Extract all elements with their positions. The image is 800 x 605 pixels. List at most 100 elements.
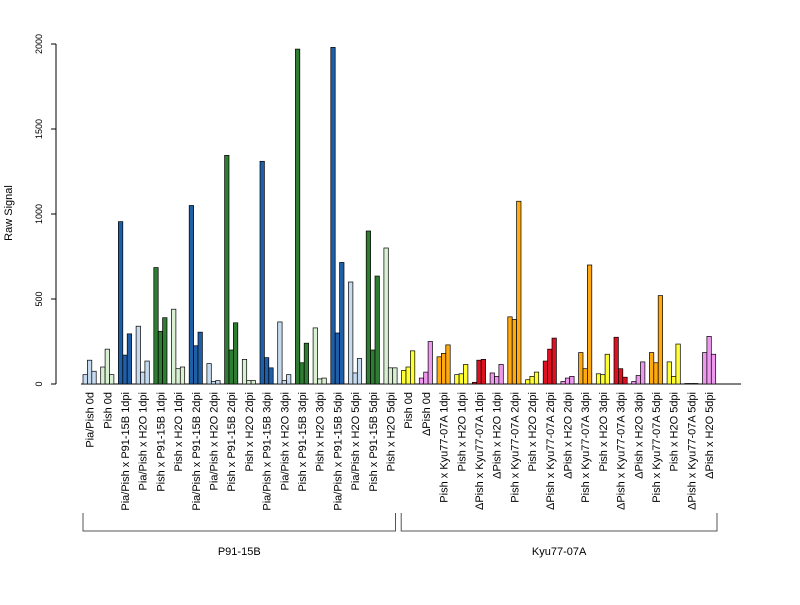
bar	[604, 353, 610, 385]
category-labels: Pia/Pish 0d Pish 0d Pia/Pish x P91-15B 1dp…	[85, 392, 716, 511]
category-label: Pish 0d	[403, 392, 415, 429]
bar	[348, 281, 354, 385]
bar	[635, 375, 641, 385]
bar	[321, 377, 327, 385]
category-label: Pish x H2O 3dpi	[598, 392, 610, 471]
bar	[458, 373, 464, 385]
bar	[401, 370, 407, 385]
bar	[135, 325, 141, 385]
category-label: Pia/Pish x P91-15B 2dpi	[191, 392, 203, 511]
bar	[702, 352, 708, 385]
bar	[91, 370, 97, 385]
group-label: Kyu77-07A	[532, 546, 587, 558]
category-label: Pish x P91-15B 5dpi	[368, 392, 380, 492]
bar	[472, 381, 478, 385]
y-tick-label: 500	[34, 291, 44, 306]
bar	[595, 373, 602, 385]
group-bracket	[82, 513, 396, 532]
y-tick-label: 0	[34, 381, 44, 386]
bar	[241, 359, 248, 385]
bar	[365, 230, 371, 385]
bar	[653, 362, 659, 385]
group-brackets: P91-15B Kyu77-07A	[82, 513, 718, 558]
bar	[582, 368, 588, 385]
bar	[533, 371, 540, 385]
bar	[281, 380, 287, 385]
bar	[693, 383, 699, 385]
bar	[268, 367, 274, 385]
bar	[100, 366, 106, 385]
y-tick-label: 2000	[34, 34, 44, 54]
bar	[122, 354, 128, 385]
bar	[299, 362, 305, 385]
bar	[392, 367, 398, 385]
bar	[706, 336, 712, 385]
category-label: Pish x Kyu77-07A 2dpi	[509, 392, 521, 503]
bar	[317, 378, 323, 385]
bar	[387, 367, 394, 385]
bar	[171, 308, 177, 385]
bar	[622, 376, 628, 385]
category-label: Pia/Pish x H2O 5dpi	[350, 392, 362, 490]
bar	[436, 356, 442, 385]
category-label: ΔPish x Kyu77-07A 5dpi	[686, 392, 698, 510]
bar	[640, 361, 646, 385]
group-label: P91-15B	[218, 546, 261, 558]
category-label: ΔPish x H2O 3dpi	[633, 392, 645, 479]
category-label: Pish x H2O 1dpi	[173, 392, 185, 471]
bar	[228, 349, 234, 385]
bar	[631, 381, 637, 385]
bar	[494, 376, 500, 385]
bar	[675, 343, 681, 385]
category-label: Pia/Pish x P91-15B 1dpi	[120, 392, 132, 511]
bar	[334, 332, 340, 385]
category-label: Pish x H2O 3dpi	[315, 392, 327, 471]
bar	[193, 345, 199, 385]
bars-layer	[82, 47, 717, 385]
bar	[657, 295, 663, 385]
bar	[560, 381, 566, 385]
bar	[206, 363, 212, 385]
bar	[162, 317, 168, 385]
category-label: Pia/Pish x H2O 2dpi	[209, 392, 221, 490]
category-label: Pish x H2O 2dpi	[244, 392, 256, 471]
bar	[445, 344, 451, 385]
bar	[140, 371, 146, 385]
category-label: ΔPish x H2O 5dpi	[704, 392, 716, 479]
bar	[188, 205, 194, 385]
bar	[569, 376, 575, 385]
category-label: ΔPish x Kyu77-07A 3dpi	[616, 392, 628, 510]
bar	[352, 372, 358, 385]
bar	[246, 380, 252, 385]
bar	[264, 357, 270, 385]
bar	[418, 377, 425, 385]
bar	[618, 368, 624, 385]
bar	[511, 319, 517, 385]
bar	[215, 380, 221, 385]
y-tick-label: 1500	[34, 119, 44, 139]
bar	[507, 316, 513, 385]
category-label: Pia/Pish x P91-15B 5dpi	[332, 392, 344, 511]
bar	[303, 342, 309, 385]
category-label: Pish x H2O 2dpi	[527, 392, 539, 471]
bar	[551, 337, 557, 385]
category-label: ΔPish x Kyu77-07A 1dpi	[474, 392, 486, 510]
category-label: Pish x P91-15B 1dpi	[155, 392, 167, 492]
bar	[179, 366, 186, 385]
y-axis: 0 500 1000 1500 2000	[34, 34, 57, 387]
bar	[87, 359, 93, 385]
bar	[175, 368, 181, 385]
bar	[157, 330, 163, 385]
bar	[649, 352, 655, 385]
category-label: ΔPish x H2O 1dpi	[492, 392, 504, 479]
category-label: Pish x P91-15B 3dpi	[297, 392, 309, 492]
bar	[710, 353, 717, 385]
bar	[356, 358, 363, 385]
bar	[250, 380, 256, 385]
bar	[330, 47, 336, 385]
y-axis-title: Raw Signal	[3, 185, 15, 241]
bar	[613, 336, 619, 385]
bar	[370, 349, 376, 385]
bar	[197, 331, 203, 385]
